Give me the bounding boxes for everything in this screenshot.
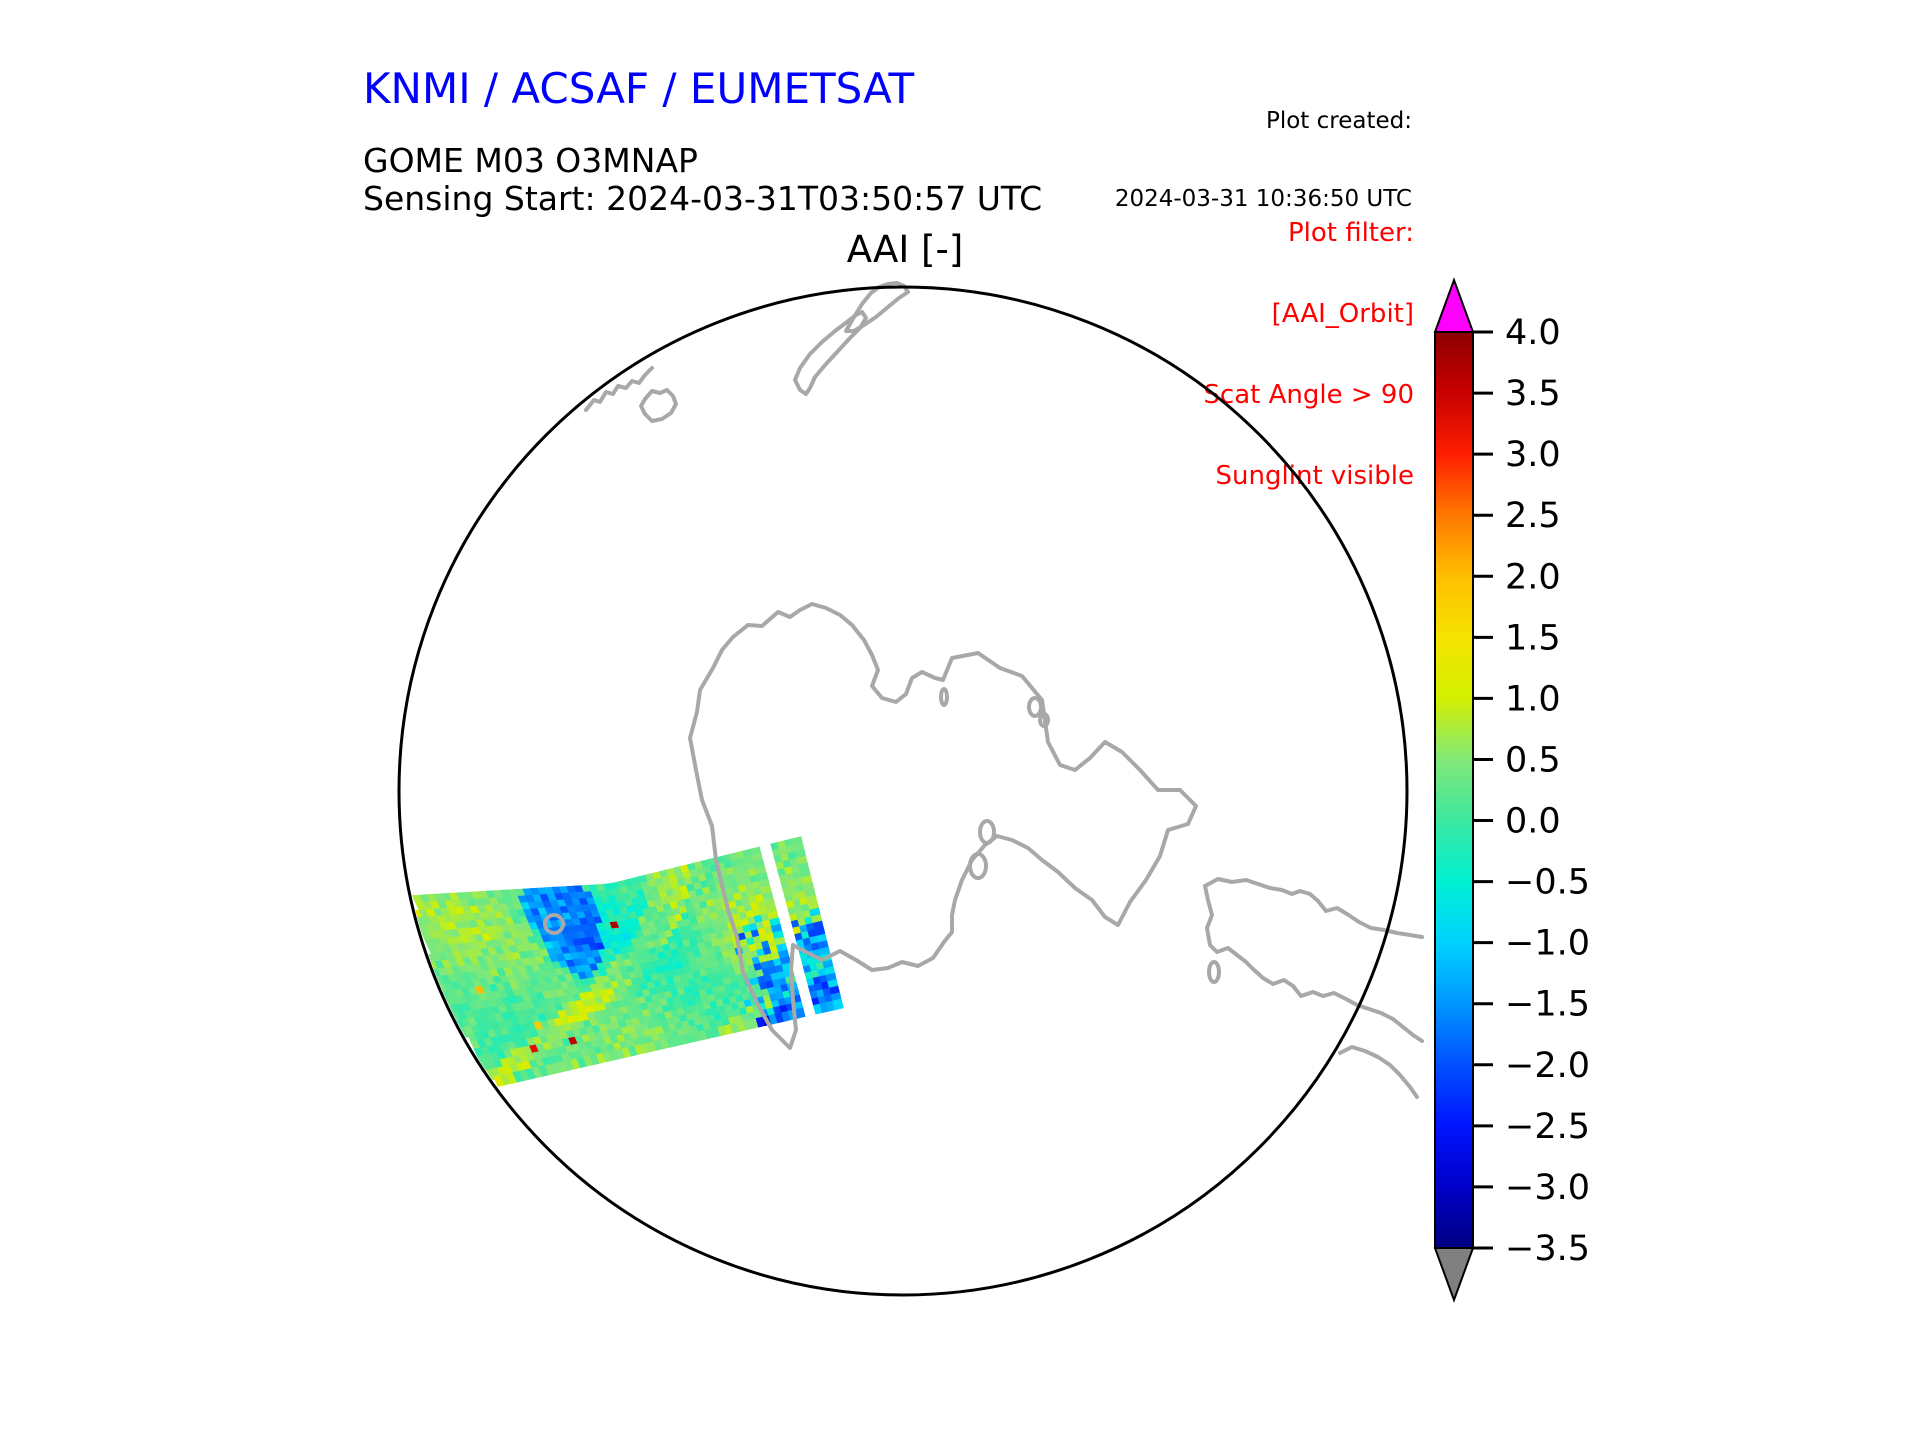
coastline-south-america-south [1203,884,1424,1043]
plot-filter-line: [AAI_Orbit] [1271,299,1414,329]
colorbar-tick-label: −1.5 [1505,985,1590,1025]
colorbar-tick-label: 3.5 [1505,374,1561,414]
coastlines [543,281,1424,1099]
island-icon [1207,960,1221,984]
coastline-south-america-extra [1338,1045,1419,1099]
colorbar-tick-label: −3.0 [1505,1168,1590,1208]
island-in-swath-icon [543,913,565,935]
colorbar-tick-label: −0.5 [1505,863,1590,903]
colorbar-tick-label: 4.0 [1505,313,1561,353]
colorbar-tick-label: 0.5 [1505,740,1561,780]
colorbar-tick-label: 0.0 [1505,802,1561,842]
map-title: AAI [-] [846,228,964,271]
colorbar: 4.0 3.5 3.0 2.5 2.0 1.5 1.0 0.5 0.0 −0.5 −1.0 −1.5 −… [1433,277,1590,1303]
coastline-australia [584,366,654,412]
colorbar-ticks: 4.0 3.5 3.0 2.5 2.0 1.5 1.0 0.5 0.0 −0.5 −1.0 −1.5 −… [1473,313,1590,1269]
colorbar-tick-label: 1.0 [1505,679,1561,719]
coastline-tasmania [639,388,678,423]
island-icon [939,687,949,707]
colorbar-tick-label: −1.0 [1505,924,1590,964]
sensing-start: Sensing Start: 2024-03-31T03:50:57 UTC [363,179,1043,218]
colorbar-tick-label: −3.5 [1505,1229,1590,1269]
island-icon [1038,712,1050,728]
colorbar-tick-label: 1.5 [1505,618,1561,658]
plot-filter-line: Plot filter: [1287,218,1414,248]
colorbar-tick-label: 2.0 [1505,557,1561,597]
colorbar-tick-label: 2.5 [1505,496,1561,536]
colorbar-tick-label: −2.5 [1505,1107,1590,1147]
colorbar-under-arrow-icon [1433,1247,1475,1303]
island-icon [968,852,988,880]
island-icon [1027,696,1043,718]
colorbar-over-arrow-icon [1433,277,1475,333]
coastline-antarctica [688,602,1198,1050]
map-boundary-circle [397,285,1409,1297]
plot-created: Plot created: 2024-03-31 10:36:50 UTC [1115,56,1412,264]
colorbar-gradient [1434,331,1474,1249]
island-icon [978,819,996,845]
coastline-south-america-north [1203,877,1424,939]
coastline-new-zealand-south [793,310,868,396]
plot-created-value: 2024-03-31 10:36:50 UTC [1114,186,1412,212]
colorbar-tick-label: −2.0 [1505,1046,1590,1086]
brand-title: KNMI / ACSAF / EUMETSAT [363,64,915,113]
plot-created-label: Plot created: [1265,108,1412,134]
data-swath [411,836,844,1087]
colorbar-tick-label: 3.0 [1505,435,1561,475]
product-title: GOME M03 O3MNAP [363,141,698,180]
